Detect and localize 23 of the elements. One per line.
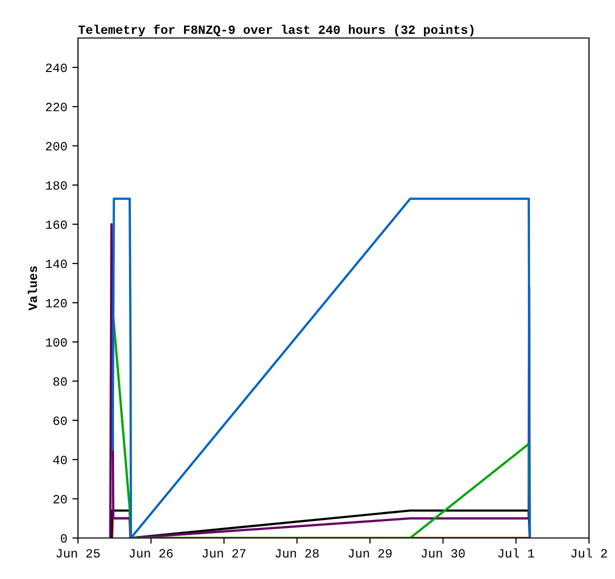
y-tick-label: 180 xyxy=(46,181,67,190)
y-tick-label: 60 xyxy=(54,416,67,426)
y-tick-label: 200 xyxy=(46,142,67,150)
y-tick-label: 160 xyxy=(46,220,67,229)
y-tick-label: 20 xyxy=(53,494,67,504)
x-tick-label: Jul 2 xyxy=(571,548,607,558)
x-tick-label: Jul 1 xyxy=(498,548,534,558)
y-tick-label: 120 xyxy=(46,298,67,308)
x-tick-label: Jun 29 xyxy=(348,549,392,558)
x-tick-label: Jun 28 xyxy=(276,549,319,558)
y-tick-label: 140 xyxy=(46,260,67,268)
y-tick-label: 100 xyxy=(46,338,67,347)
y-tick-label: 240 xyxy=(46,64,67,72)
x-tick-label: Jun 27 xyxy=(202,549,246,558)
y-tick-label: 220 xyxy=(46,102,67,112)
x-tick-label: Jun 25 xyxy=(56,549,100,558)
x-tick-label: Jun 30 xyxy=(422,549,465,558)
y-tick-label: 80 xyxy=(53,377,67,386)
y-tick-label: 0 xyxy=(60,534,67,543)
y-axis-title: Values xyxy=(28,266,38,310)
chart-title: Telemetry for F8NZQ-9 over last 240 hours (32 points) xyxy=(78,24,474,36)
y-tick-label: 40 xyxy=(53,456,67,464)
x-tick-label: Jun 26 xyxy=(130,549,173,558)
